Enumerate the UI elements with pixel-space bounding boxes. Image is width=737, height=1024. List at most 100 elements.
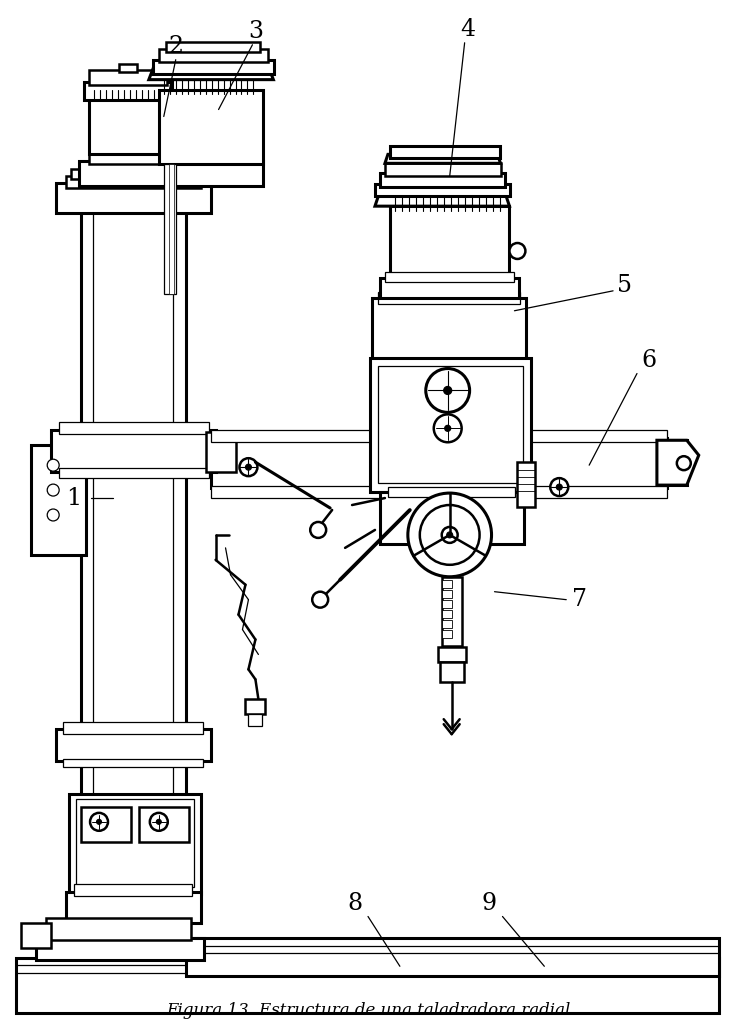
Bar xyxy=(59,468,209,478)
Text: 3: 3 xyxy=(248,20,263,43)
Circle shape xyxy=(677,457,691,470)
Bar xyxy=(440,663,464,682)
Text: 2: 2 xyxy=(168,35,184,58)
Circle shape xyxy=(434,415,461,442)
Bar xyxy=(56,183,211,213)
Bar xyxy=(31,445,86,555)
Circle shape xyxy=(310,522,326,538)
Text: 4: 4 xyxy=(460,18,475,41)
Bar xyxy=(657,440,687,485)
Bar xyxy=(153,59,274,74)
Bar xyxy=(248,714,262,726)
Bar xyxy=(56,729,211,761)
Bar xyxy=(71,169,195,179)
Bar xyxy=(385,163,500,176)
Bar xyxy=(81,807,131,842)
Polygon shape xyxy=(375,191,509,206)
Bar xyxy=(375,184,511,197)
Circle shape xyxy=(551,478,568,496)
Bar xyxy=(76,799,194,887)
Bar xyxy=(441,590,452,598)
Circle shape xyxy=(312,592,328,607)
Bar xyxy=(81,186,186,938)
Bar xyxy=(370,357,531,493)
Bar xyxy=(164,164,175,294)
Bar xyxy=(438,647,466,663)
Polygon shape xyxy=(657,440,699,485)
Bar xyxy=(158,49,268,61)
Bar xyxy=(441,630,452,638)
Text: 5: 5 xyxy=(617,274,632,297)
Bar xyxy=(63,722,203,734)
Bar xyxy=(51,430,216,472)
Bar xyxy=(89,96,167,155)
Circle shape xyxy=(556,484,562,490)
Text: 7: 7 xyxy=(572,588,587,611)
Text: Figura 13  Estructura de una taladradora radial: Figura 13 Estructura de una taladradora … xyxy=(167,1001,570,1019)
Bar xyxy=(36,938,203,961)
Circle shape xyxy=(444,425,451,431)
Bar xyxy=(169,164,174,294)
Bar xyxy=(139,807,189,842)
Bar xyxy=(388,487,515,497)
Bar xyxy=(380,173,506,187)
Bar xyxy=(46,919,191,940)
Circle shape xyxy=(47,459,59,471)
Text: 1: 1 xyxy=(66,486,82,510)
Bar xyxy=(211,486,667,498)
Bar xyxy=(385,272,514,282)
Circle shape xyxy=(240,458,257,476)
Circle shape xyxy=(47,484,59,496)
Bar xyxy=(63,759,203,767)
Circle shape xyxy=(509,243,525,259)
Bar xyxy=(245,699,265,714)
Bar xyxy=(89,150,254,164)
Bar xyxy=(378,292,520,304)
Polygon shape xyxy=(149,67,273,80)
Bar xyxy=(517,462,535,507)
Bar xyxy=(206,432,236,472)
Bar xyxy=(378,366,523,483)
Bar xyxy=(69,794,200,894)
Bar xyxy=(66,892,200,924)
Bar xyxy=(390,206,509,278)
Circle shape xyxy=(447,531,453,538)
Bar xyxy=(441,580,452,588)
Bar xyxy=(390,146,500,159)
Circle shape xyxy=(97,819,102,824)
Bar xyxy=(211,430,667,442)
Bar xyxy=(119,63,137,72)
Bar xyxy=(79,162,263,186)
Circle shape xyxy=(47,509,59,521)
Bar xyxy=(93,194,172,935)
Bar xyxy=(441,577,461,646)
Bar xyxy=(166,42,260,52)
Bar xyxy=(59,422,209,434)
Circle shape xyxy=(426,369,469,413)
Bar xyxy=(21,924,51,948)
Circle shape xyxy=(90,813,108,830)
Bar xyxy=(16,958,719,1013)
Bar xyxy=(380,493,525,544)
Bar xyxy=(186,938,719,976)
Text: 8: 8 xyxy=(347,892,363,915)
Bar xyxy=(158,89,263,164)
Bar xyxy=(74,884,192,896)
Bar xyxy=(211,438,667,488)
Bar xyxy=(372,298,526,359)
Bar xyxy=(84,82,172,99)
Circle shape xyxy=(150,813,168,830)
Text: 6: 6 xyxy=(641,349,657,372)
Bar xyxy=(89,70,167,85)
Polygon shape xyxy=(385,155,500,163)
Bar xyxy=(441,600,452,607)
Circle shape xyxy=(441,527,458,543)
Circle shape xyxy=(420,505,480,565)
Bar xyxy=(441,620,452,628)
Circle shape xyxy=(444,386,452,394)
Circle shape xyxy=(245,464,251,470)
Text: 9: 9 xyxy=(482,892,497,915)
Bar xyxy=(380,278,520,298)
Circle shape xyxy=(156,819,161,824)
Bar xyxy=(66,176,200,188)
